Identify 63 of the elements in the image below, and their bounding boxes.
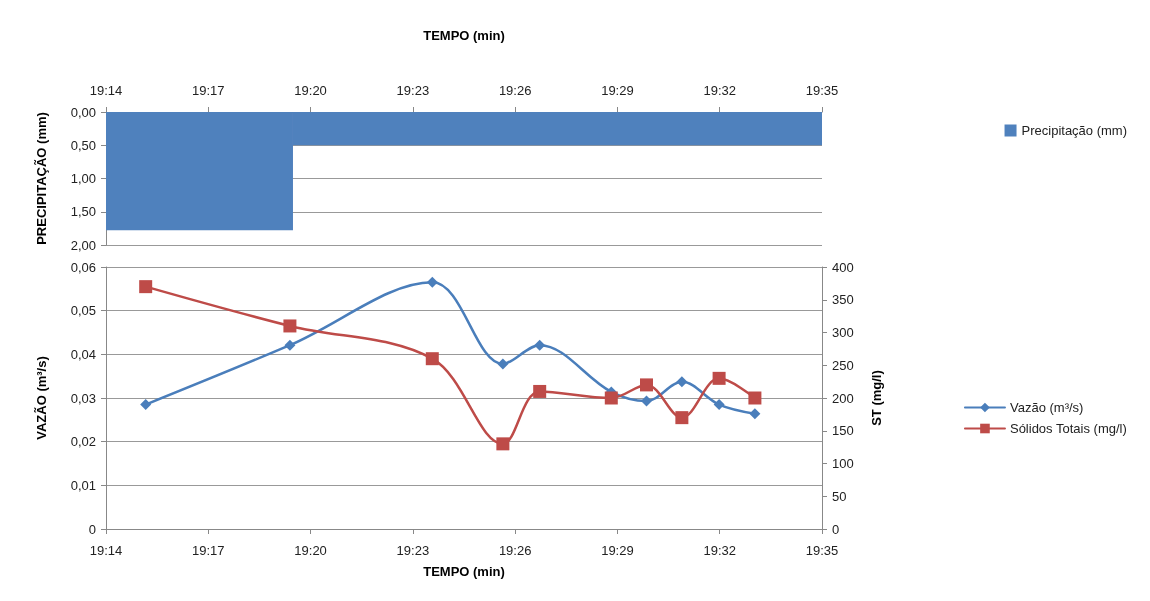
legend-label: Sólidos Totais (mg/l)	[1009, 421, 1127, 436]
y2-tick-label: 300	[832, 325, 854, 340]
x-tick-label: 19:14	[89, 83, 123, 98]
y2-tick-label: 150	[832, 423, 854, 439]
y2-tick-label: 200	[832, 390, 854, 406]
x-tick-label: 19:17	[192, 543, 225, 558]
y-tick-label: 0,02	[70, 434, 96, 450]
x-tick-label: 19:17	[192, 83, 225, 98]
x-tick-label: 19:23	[396, 543, 430, 558]
x-tick-label: 19:14	[89, 543, 123, 558]
x-tick-label: 19:32	[703, 543, 736, 558]
y2-tick-label: 0	[832, 521, 840, 537]
y-tick-label: 0,06	[70, 259, 96, 275]
y2-tick-label: 400	[832, 259, 854, 275]
y-tick-label: 2,00	[70, 237, 96, 253]
x-axis-title: TEMPO (min)	[423, 28, 505, 43]
point	[604, 391, 618, 405]
y2-tick-label: 250	[832, 357, 854, 373]
y-tick-label: 1,50	[70, 204, 96, 220]
point	[140, 399, 152, 411]
x-tick-label: 19:26	[498, 543, 532, 558]
y-axis-title: VAZÃO (m³/s)	[34, 356, 49, 440]
x-tick-label: 19:20	[294, 543, 327, 558]
y2-tick-label: 350	[832, 292, 854, 308]
point	[497, 358, 509, 370]
y2-axis-title: ST (mg/l)	[869, 370, 884, 426]
y-tick-label: 0,05	[70, 303, 96, 319]
point	[713, 399, 725, 411]
point	[675, 411, 689, 425]
point	[712, 371, 726, 385]
point	[284, 339, 296, 351]
point	[533, 384, 547, 398]
y2-tick-label: 100	[832, 456, 854, 471]
y-axis-title: PRECIPITAÇÃO (mm)	[34, 112, 49, 245]
y-tick-label: 0,00	[70, 104, 96, 120]
x-tick-label: 19:20	[294, 83, 327, 98]
x-tick-label: 19:26	[498, 83, 532, 98]
point	[534, 339, 546, 351]
x-tick-label: 19:35	[805, 83, 839, 98]
y-tick-label: 0,01	[70, 477, 96, 493]
point	[283, 319, 297, 333]
y-tick-label: 0,50	[70, 137, 96, 153]
legend-label: Precipitação (mm)	[1021, 123, 1127, 138]
point	[426, 276, 438, 288]
y-tick-label: 0	[88, 521, 96, 537]
x-tick-label: 19:32	[703, 83, 736, 98]
y-tick-label: 0,03	[70, 390, 96, 406]
point	[676, 376, 688, 388]
x-tick-label: 19:35	[805, 543, 839, 558]
x-tick-label: 19:29	[601, 83, 634, 98]
legend-label: Vazão (m³/s)	[1009, 400, 1084, 415]
point	[748, 391, 762, 405]
point	[496, 437, 510, 451]
x-axis-title: TEMPO (min)	[423, 564, 505, 579]
y-tick-label: 1,00	[70, 171, 96, 186]
y2-tick-label: 50	[832, 488, 847, 504]
y-tick-label: 0,04	[70, 346, 96, 362]
x-tick-label: 19:29	[601, 543, 634, 558]
point	[749, 408, 761, 420]
point	[425, 352, 439, 366]
point	[139, 280, 153, 294]
x-tick-label: 19:23	[396, 83, 430, 98]
point	[639, 378, 653, 392]
